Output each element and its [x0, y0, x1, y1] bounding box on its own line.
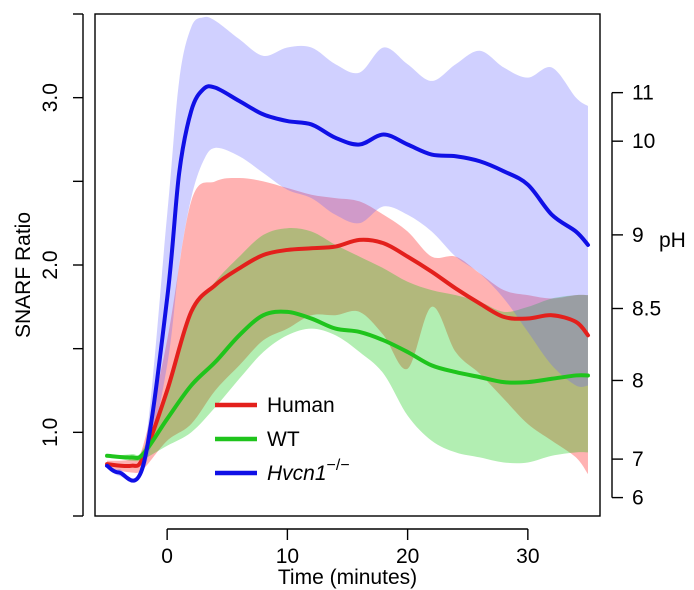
x-tick-label: 10	[276, 545, 299, 568]
plot-frame	[94, 13, 601, 517]
line-hvcn1	[105, 84, 590, 483]
legend-label-main: Hvcn1	[267, 462, 327, 485]
series-lines	[105, 84, 590, 483]
y2-tick-label: 6	[632, 487, 644, 510]
x-tick-label: 0	[161, 545, 173, 568]
band-hvcn1	[107, 16, 588, 482]
line-wt	[105, 309, 590, 461]
y2-tick-label: 9	[632, 224, 644, 247]
band-human	[107, 177, 588, 475]
y2-tick-label: 11	[632, 82, 654, 105]
legend-label-wt: WT	[267, 428, 300, 451]
y-tick-label: 3.0	[39, 83, 62, 112]
x-tick-label: 20	[396, 545, 419, 568]
x-axis: 0 10 20 30	[161, 528, 540, 568]
legend-label-human: Human	[267, 394, 335, 417]
legend-label-hvcn1: Hvcn1−/−	[267, 457, 350, 485]
confidence-bands	[107, 16, 588, 482]
y-axis-right-ph: 11 10 9 8.5 8 7 6	[611, 82, 661, 510]
y2-tick-label: 8	[632, 369, 644, 392]
y2-axis-label: pH	[659, 229, 686, 252]
line-human	[105, 237, 590, 469]
x-axis-label: Time (minutes)	[278, 566, 417, 589]
y-axis-left: 1.0 2.0 3.0	[39, 13, 84, 517]
band-wt	[107, 228, 588, 464]
y2-tick-label: 7	[632, 448, 644, 471]
y-tick-label: 1.0	[39, 418, 62, 447]
y-tick-label: 2.0	[39, 250, 62, 279]
y2-tick-label: 8.5	[632, 298, 661, 321]
legend-label-superscript: −/−	[327, 457, 350, 474]
y2-tick-label: 10	[632, 130, 655, 153]
legend: Human WT Hvcn1−/−	[215, 394, 350, 485]
y-axis-label: SNARF Ratio	[12, 212, 35, 338]
x-tick-label: 30	[516, 545, 539, 568]
